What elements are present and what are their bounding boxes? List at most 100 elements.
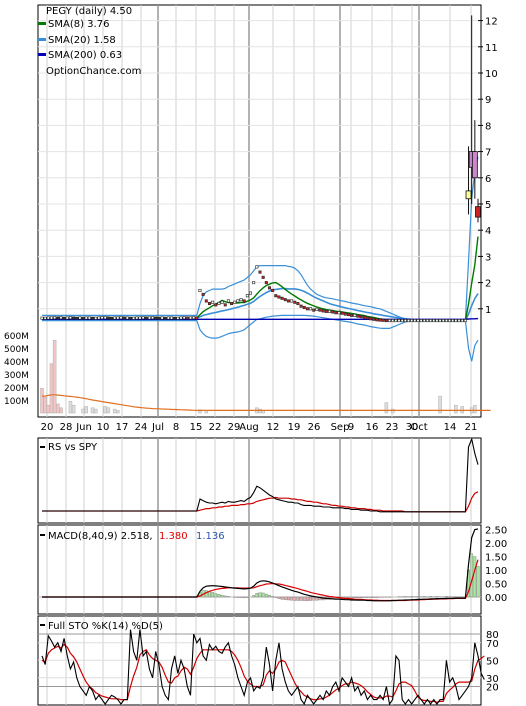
macd-histogram-bar [476,566,480,598]
sto-label: Full STO %K(14) %D(5) [48,621,163,632]
price-candle [299,304,303,308]
price-candle [403,319,407,323]
price-candle [170,316,174,320]
price-tick-label: 12 [485,17,498,28]
price-candle [211,300,215,304]
price-tick-label: 1 [485,305,491,316]
price-candle [151,316,155,320]
price-candle [258,270,262,274]
macd-histogram-bar [416,596,420,598]
macd-histogram-bar [220,594,224,598]
macd-histogram-bar [359,596,363,599]
volume-bar [59,407,63,414]
price-candle [59,316,63,320]
macd-histogram-bar [277,596,281,599]
macd-histogram-bar [356,596,360,599]
price-candle [220,300,224,304]
macd-histogram-bar [208,591,211,598]
price-candle [198,288,202,292]
volume-bar [84,406,88,414]
price-candle [283,298,287,302]
date-tick-label: 28 [60,422,73,433]
price-panel-frame [37,4,482,418]
sto-legend: Full STO %K(14) %D(5) [40,621,163,632]
macd-histogram-bar [375,596,379,598]
macd-histogram-bar [470,553,474,598]
macd-legend: MACD(8,40,9) 2.518, 1.380 1.136 [40,531,225,542]
macd-tick-label: 0.50 [485,580,507,591]
price-candle [207,302,211,306]
volume-bar [106,407,111,414]
macd-histogram-bar [261,592,265,598]
price-candle [356,314,360,318]
price-candle [444,319,448,323]
macd-histogram-bar [236,596,240,598]
price-candle [264,281,268,285]
macd-histogram-bar [347,596,350,599]
price-tick-label: 3 [485,252,491,263]
chart-title: PEGY (daily) 4.50 [46,6,132,17]
price-candle [122,316,126,320]
price-candle [255,265,259,269]
date-tick-label: 9 [348,422,354,433]
watermark: OptionChance.com [46,66,141,77]
price-candle [91,316,95,320]
price-candle [56,316,60,320]
macd-histogram-bar [258,592,262,598]
price-candle [277,295,281,299]
volume-bar [103,406,107,414]
price-candle [422,319,426,323]
volume-bar [43,397,47,414]
price-candle [110,316,114,320]
macd-histogram-bar [264,593,268,598]
macd-swatch [40,534,45,536]
gridlines [38,5,481,705]
price-candle [416,319,420,323]
price-candle [397,319,401,323]
price-candle [346,313,350,317]
macd-histogram-bar [312,596,316,601]
macd-tick-label: 1.50 [485,553,507,564]
sto-d-line [41,643,485,703]
price-candle [378,318,382,322]
macd-histogram-bar [473,556,477,598]
price-candle [188,316,192,320]
date-tick-label: 10 [97,422,110,433]
volume-bar [81,408,85,414]
price-candle [226,299,230,303]
price-candle [204,299,208,303]
macd-histogram-bar [369,596,372,598]
price-candle [116,316,120,320]
rs-line [42,437,479,513]
price-candle [381,318,385,322]
price-candle [359,315,363,319]
sma8-label: SMA(8) 3.76 [48,19,109,30]
price-tick-label: 5 [485,200,491,211]
date-tick-label: Sep [331,422,350,433]
price-candle [233,300,237,304]
volume-bar [52,339,57,414]
price-candle [318,308,322,312]
macd-histogram-bar [242,596,246,599]
price-candle [72,316,76,320]
macd-histogram-bar [274,596,278,598]
price-candle [457,319,461,323]
price-candle [128,316,132,320]
date-tick-label: 20 [41,422,54,433]
sto-k-line [41,629,485,706]
price-candle [334,311,338,315]
volume-bar [258,408,262,414]
date-tick-label: Aug [239,422,259,433]
price-candle [365,316,369,320]
volume-bar [68,401,73,414]
price-candle [81,316,85,320]
price-candle [460,319,464,323]
sma200-swatch [38,53,46,56]
macd-histogram-bar [362,596,366,598]
price-candle [147,316,151,320]
price-candle [106,316,110,320]
sto-tick-label: 20 [486,683,499,694]
price-candle [451,319,455,323]
price-candle [144,316,148,320]
candle-body [471,151,478,179]
